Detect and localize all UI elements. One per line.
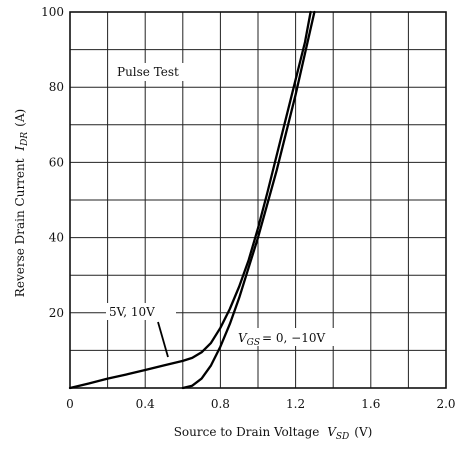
y-tick-label: 40 (49, 231, 64, 245)
y-tick-label: 60 (49, 155, 64, 169)
y-tick-label: 100 (41, 5, 64, 19)
x-tick-label: 0.4 (136, 397, 155, 411)
y-axis-label-text: Reverse Drain Current (13, 158, 27, 297)
curves (68, 10, 316, 390)
x-axis-label: Source to Drain Voltage VSD (V) (174, 425, 373, 442)
x-tick-label: 0.8 (211, 397, 230, 411)
x-tick-label: 2.0 (436, 397, 455, 411)
y-tick-label: 80 (49, 80, 64, 94)
plot-frame (69, 11, 447, 389)
y-axis-label-symbol: I (13, 146, 27, 152)
x-axis-label-symbol: V (327, 425, 337, 439)
label-vgs-symbol: V (238, 331, 248, 345)
y-axis-label-unit: (A) (13, 109, 27, 127)
pulse-test-bg (113, 63, 199, 81)
y-axis-label-subscript: DR (20, 132, 30, 147)
pulse-test-annotation: Pulse Test (117, 65, 179, 79)
label-5v10v-bg (106, 303, 176, 320)
x-axis-label-subscript: SD (336, 432, 349, 442)
label-vgs-bg (234, 328, 338, 346)
grid (70, 12, 446, 388)
series-line-vgs-0-minus10v (181, 10, 316, 390)
series-line-5v-10v (68, 10, 312, 390)
label-5v10v-leader (157, 321, 169, 358)
x-tick-label: 0 (66, 397, 74, 411)
x-tick-label: 1.2 (286, 397, 305, 411)
x-tick-label: 1.6 (361, 397, 380, 411)
label-vgs-subscript: GS (247, 338, 260, 348)
y-axis-label: Reverse Drain Current IDR (A) (13, 109, 30, 297)
label-5v10v: 5V, 10V (109, 305, 155, 319)
tick-labels: 0 0.4 0.8 1.2 1.6 2.0 20 40 60 80 100 (41, 5, 455, 411)
label-vgs-value: = 0, −10V (262, 331, 325, 345)
x-axis-label-unit: (V) (354, 425, 372, 439)
label-vgs: VGS = 0, −10V (238, 331, 325, 348)
x-axis-label-text: Source to Drain Voltage (174, 425, 320, 439)
y-tick-label: 20 (49, 306, 64, 320)
